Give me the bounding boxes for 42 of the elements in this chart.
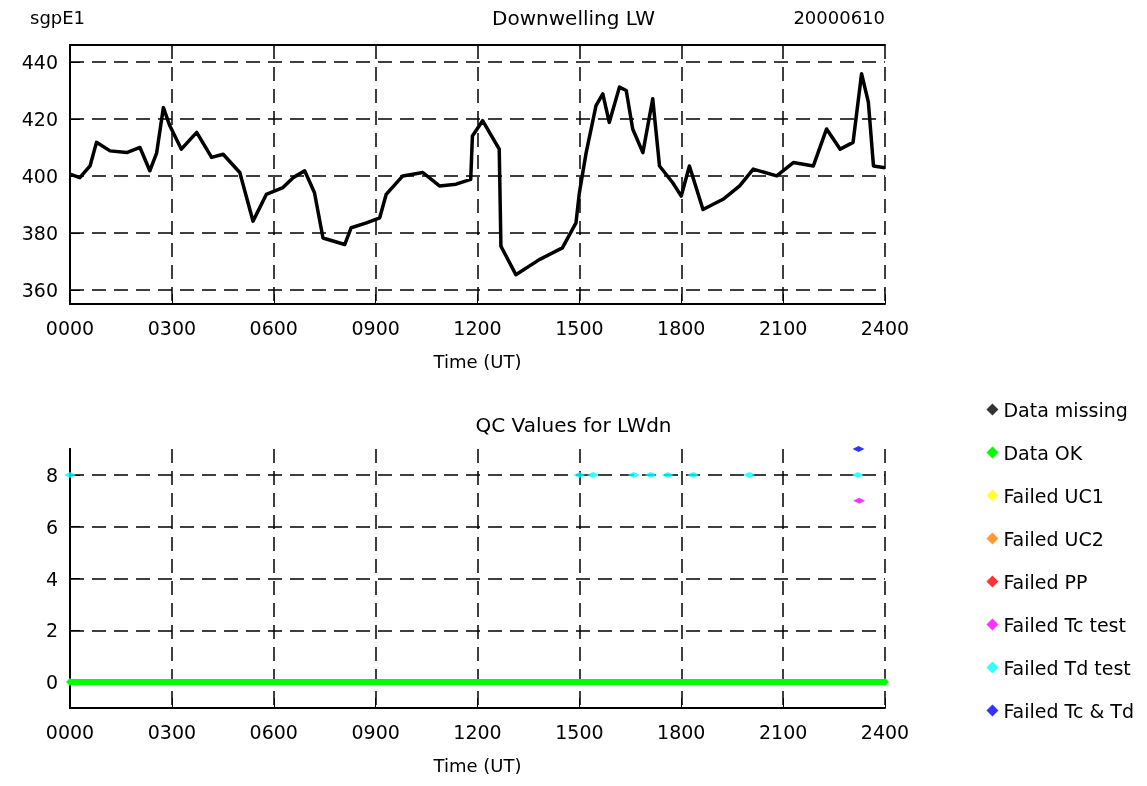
x-tick-label: 1500 — [555, 720, 604, 743]
legend-label: Failed Tc & Td — [1003, 699, 1134, 722]
legend-label: Data OK — [1003, 441, 1083, 464]
y-tick-label: 420 — [21, 108, 58, 130]
y-tick-label: 4 — [45, 567, 58, 590]
x-tick-label: 0900 — [351, 316, 400, 339]
x-tick-label: 2100 — [758, 720, 808, 743]
legend-label: Failed UC2 — [1003, 527, 1104, 550]
legend-label: Failed UC1 — [1003, 484, 1104, 507]
x-axis-title: Time (UT) — [432, 754, 522, 776]
x-tick-label: 0000 — [45, 720, 95, 743]
x-tick-label: 1800 — [657, 720, 706, 743]
legend-label: Data missing — [1003, 398, 1128, 421]
x-tick-label: 0300 — [147, 316, 197, 339]
y-tick-label: 8 — [45, 463, 58, 486]
y-tick-label: 400 — [21, 164, 58, 187]
y-tick-label: 360 — [21, 278, 58, 301]
x-tick-label: 1500 — [555, 316, 604, 339]
y-tick-label: 6 — [45, 515, 58, 538]
text: 20000610 — [793, 6, 886, 28]
y-tick-label: 380 — [21, 221, 58, 244]
x-tick-label: 0900 — [351, 720, 400, 743]
x-tick-label: 0000 — [45, 316, 95, 339]
legend-label: Failed Td test — [1003, 656, 1131, 679]
y-tick-label: 440 — [21, 51, 58, 74]
x-tick-label: 2100 — [758, 316, 808, 339]
chart-title: Downwelling LW — [492, 6, 656, 30]
chart-title: QC Values for LWdn — [475, 413, 672, 437]
x-tick-label: 2400 — [860, 316, 910, 339]
x-tick-label: 0600 — [249, 316, 298, 339]
x-tick-label: 2400 — [860, 720, 910, 743]
y-tick-label: 0 — [45, 671, 58, 694]
legend-label: Failed PP — [1003, 570, 1088, 593]
x-tick-label: 0600 — [249, 720, 298, 743]
legend-label: Failed Tc test — [1003, 613, 1126, 636]
text: sgpE1 — [30, 6, 86, 28]
x-axis-title: Time (UT) — [432, 350, 522, 372]
x-tick-label: 1800 — [657, 316, 706, 339]
y-tick-label: 2 — [45, 619, 58, 642]
x-tick-label: 1200 — [453, 720, 502, 743]
x-tick-label: 0300 — [147, 720, 197, 743]
x-tick-label: 1200 — [453, 316, 502, 339]
